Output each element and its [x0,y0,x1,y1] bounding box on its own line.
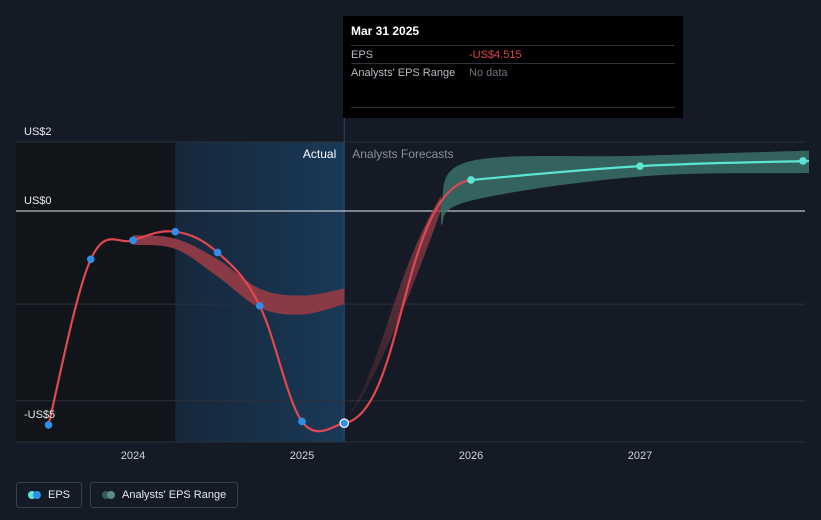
eps-forecast-point [636,162,644,170]
legend-item-eps-range[interactable]: Analysts' EPS Range [90,482,239,508]
range-swatch-icon [102,491,116,499]
y-axis-label: -US$5 [24,409,55,421]
x-axis-tick-label: 2025 [290,450,314,462]
eps-swatch-icon [28,491,41,499]
actual-label: Actual [303,147,336,161]
eps-point [86,255,95,264]
legend-label-eps: EPS [48,489,71,501]
tooltip-eps-label: EPS [351,48,374,61]
tooltip-divider [351,107,675,108]
chart-legend: EPS Analysts' EPS Range [16,482,239,508]
y-axis-label: US$2 [24,126,52,138]
past-shade [16,142,176,442]
x-axis-tick-label: 2024 [121,450,145,462]
eps-bridge-line [344,178,472,425]
legend-item-eps[interactable]: EPS [16,482,83,508]
eps-point [129,236,137,245]
x-axis-tick-label: 2027 [628,450,652,462]
y-axis-label: US$0 [24,195,52,207]
eps-point [255,302,264,310]
eps-point [213,248,222,257]
tooltip-date: Mar 31 2025 [351,24,420,38]
analyst-range-band-historical [133,235,345,315]
tooltip-row-eps: EPS -US$4.515 [351,45,675,63]
tooltip-row-range: Analysts' EPS Range No data [351,63,675,81]
eps-actual-line [47,230,345,433]
eps-forecast-point [799,157,807,165]
eps-point [298,417,306,426]
analyst-range-band-forecast [441,150,809,226]
tooltip-range-value: No data [469,66,508,79]
eps-point [339,418,350,428]
legend-label-eps-range: Analysts' EPS Range [122,489,227,501]
eps-forecast-point [467,176,475,184]
tooltip-range-label: Analysts' EPS Range [351,66,456,79]
eps-point [171,227,180,236]
eps-point [44,421,53,429]
hover-tooltip: Mar 31 2025 EPS -US$4.515 Analysts' EPS … [343,16,683,118]
x-axis-tick-label: 2026 [459,450,483,462]
forecast-label: Analysts Forecasts [352,147,453,161]
tooltip-eps-value: -US$4.515 [469,48,522,61]
